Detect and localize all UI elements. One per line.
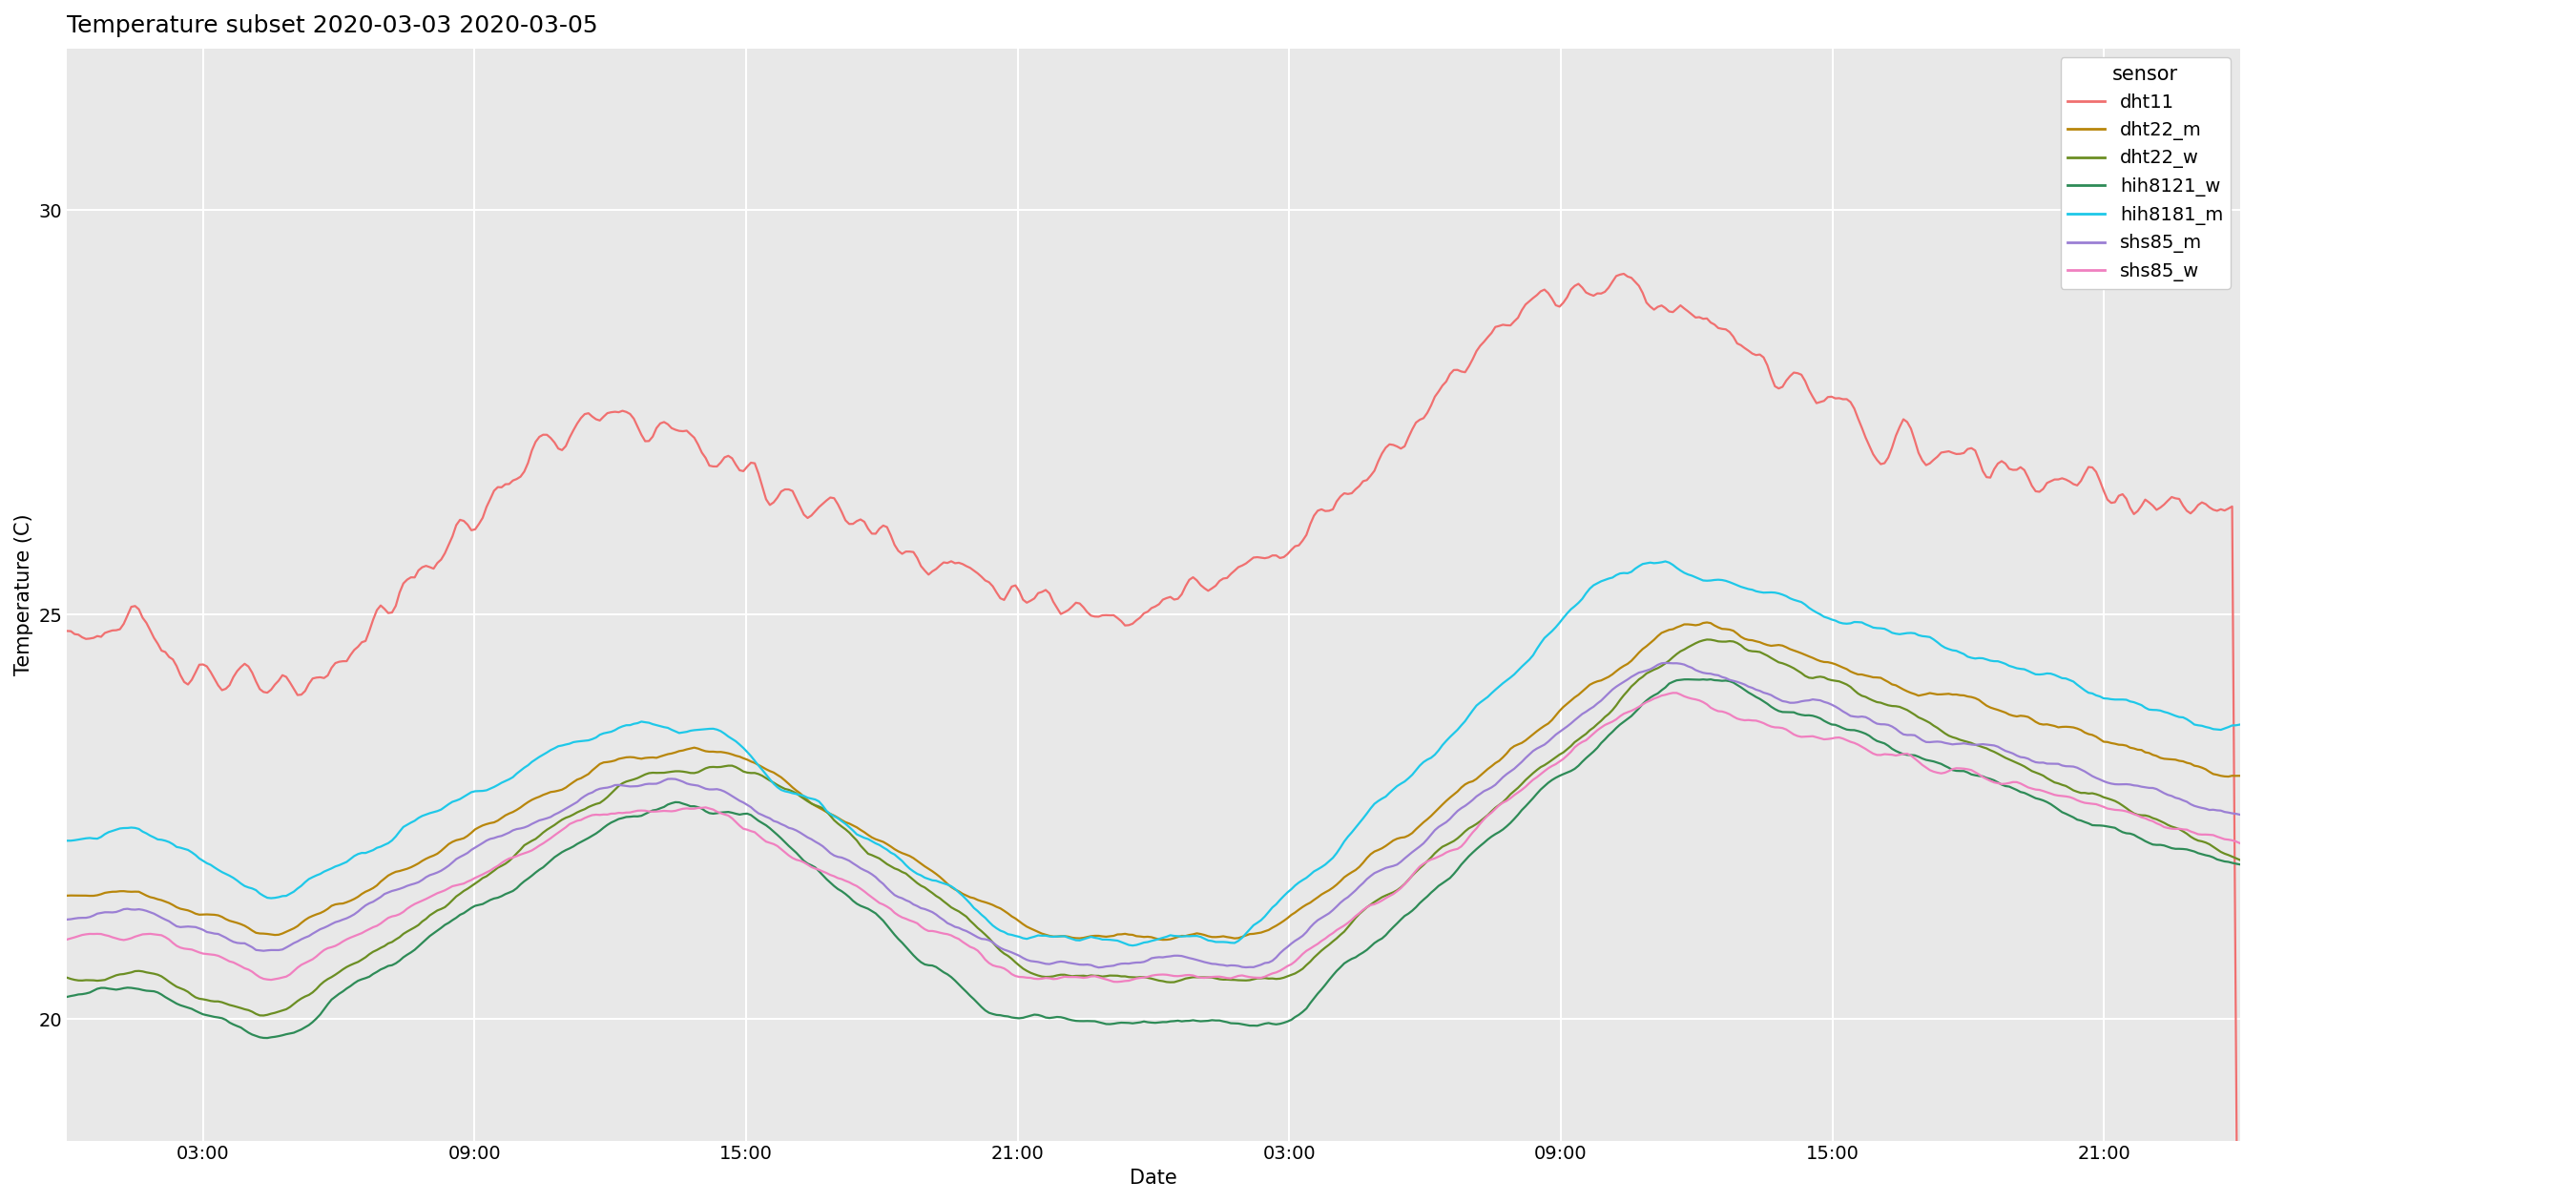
dht22_m bbox=[1146, 933, 1177, 947]
dht22_m bbox=[52, 888, 82, 903]
hih8121_w bbox=[2107, 825, 2138, 839]
shs85_w bbox=[1522, 770, 1553, 785]
dht11 bbox=[52, 624, 82, 638]
shs85_w bbox=[52, 933, 82, 947]
dht22_w bbox=[1522, 763, 1553, 778]
hih8181_m bbox=[1649, 554, 1680, 569]
shs85_m bbox=[1522, 742, 1553, 756]
dht11 bbox=[1517, 291, 1548, 305]
hih8181_m bbox=[1363, 793, 1394, 808]
shs85_m bbox=[2223, 808, 2254, 822]
hih8181_m bbox=[1118, 939, 1149, 953]
shs85_w bbox=[1656, 685, 1687, 700]
Line: hih8121_w: hih8121_w bbox=[67, 679, 2239, 1039]
hih8121_w bbox=[62, 987, 93, 1001]
hih8121_w bbox=[2223, 857, 2254, 871]
shs85_m bbox=[1082, 960, 1113, 975]
Legend: dht11, dht22_m, dht22_w, hih8121_w, hih8181_m, shs85_m, shs85_w: dht11, dht22_m, dht22_w, hih8121_w, hih8… bbox=[2061, 58, 2231, 288]
dht22_w bbox=[2107, 798, 2138, 813]
hih8121_w bbox=[1955, 767, 1986, 781]
shs85_w bbox=[1363, 895, 1394, 910]
shs85_w bbox=[2107, 803, 2138, 817]
Line: shs85_w: shs85_w bbox=[67, 692, 2239, 982]
shs85_m bbox=[62, 911, 93, 926]
hih8121_w bbox=[252, 1031, 283, 1046]
dht22_w bbox=[1363, 892, 1394, 906]
Line: shs85_m: shs85_m bbox=[67, 664, 2239, 968]
dht22_m bbox=[811, 805, 842, 820]
Line: dht22_m: dht22_m bbox=[67, 623, 2239, 940]
shs85_m bbox=[2107, 778, 2138, 792]
dht22_w bbox=[1955, 736, 1986, 750]
hih8181_m bbox=[52, 833, 82, 847]
dht22_w bbox=[52, 970, 82, 984]
dht22_m bbox=[2107, 738, 2138, 752]
dht22_m bbox=[1692, 615, 1723, 630]
dht22_w bbox=[62, 974, 93, 988]
hih8181_m bbox=[62, 832, 93, 846]
Line: dht11: dht11 bbox=[67, 274, 2239, 1202]
dht22_w bbox=[2223, 852, 2254, 867]
dht22_m bbox=[1955, 690, 1986, 704]
shs85_m bbox=[52, 912, 82, 927]
dht11 bbox=[1360, 464, 1391, 478]
shs85_w bbox=[62, 929, 93, 944]
dht22_w bbox=[247, 1008, 278, 1023]
hih8121_w bbox=[1363, 933, 1394, 947]
Line: hih8181_m: hih8181_m bbox=[67, 561, 2239, 946]
dht22_w bbox=[814, 809, 845, 823]
hih8181_m bbox=[1522, 642, 1553, 656]
shs85_m bbox=[811, 843, 842, 857]
dht22_m bbox=[1363, 843, 1394, 857]
shs85_m bbox=[1363, 864, 1394, 879]
hih8121_w bbox=[52, 989, 82, 1004]
dht22_m bbox=[62, 888, 93, 903]
Text: Temperature subset 2020-03-03 2020-03-05: Temperature subset 2020-03-03 2020-03-05 bbox=[67, 14, 598, 37]
hih8121_w bbox=[1695, 672, 1726, 686]
X-axis label: Date: Date bbox=[1131, 1168, 1177, 1188]
shs85_w bbox=[1955, 763, 1986, 778]
dht22_m bbox=[1522, 724, 1553, 738]
shs85_w bbox=[2223, 835, 2254, 850]
shs85_w bbox=[1103, 975, 1133, 989]
Line: dht22_w: dht22_w bbox=[67, 639, 2239, 1016]
hih8181_m bbox=[811, 804, 842, 819]
dht11 bbox=[1953, 442, 1984, 457]
dht22_m bbox=[2223, 768, 2254, 783]
dht11 bbox=[1607, 267, 1638, 281]
Y-axis label: Temperature (C): Temperature (C) bbox=[15, 513, 33, 676]
hih8121_w bbox=[814, 875, 845, 889]
hih8181_m bbox=[2107, 692, 2138, 707]
dht11 bbox=[2105, 488, 2136, 502]
shs85_w bbox=[811, 865, 842, 880]
dht11 bbox=[62, 627, 93, 642]
hih8181_m bbox=[1955, 650, 1986, 665]
shs85_m bbox=[1649, 656, 1680, 671]
dht22_w bbox=[1692, 632, 1723, 647]
shs85_m bbox=[1955, 737, 1986, 751]
hih8121_w bbox=[1522, 786, 1553, 801]
hih8181_m bbox=[2223, 718, 2254, 732]
dht11 bbox=[811, 493, 842, 507]
